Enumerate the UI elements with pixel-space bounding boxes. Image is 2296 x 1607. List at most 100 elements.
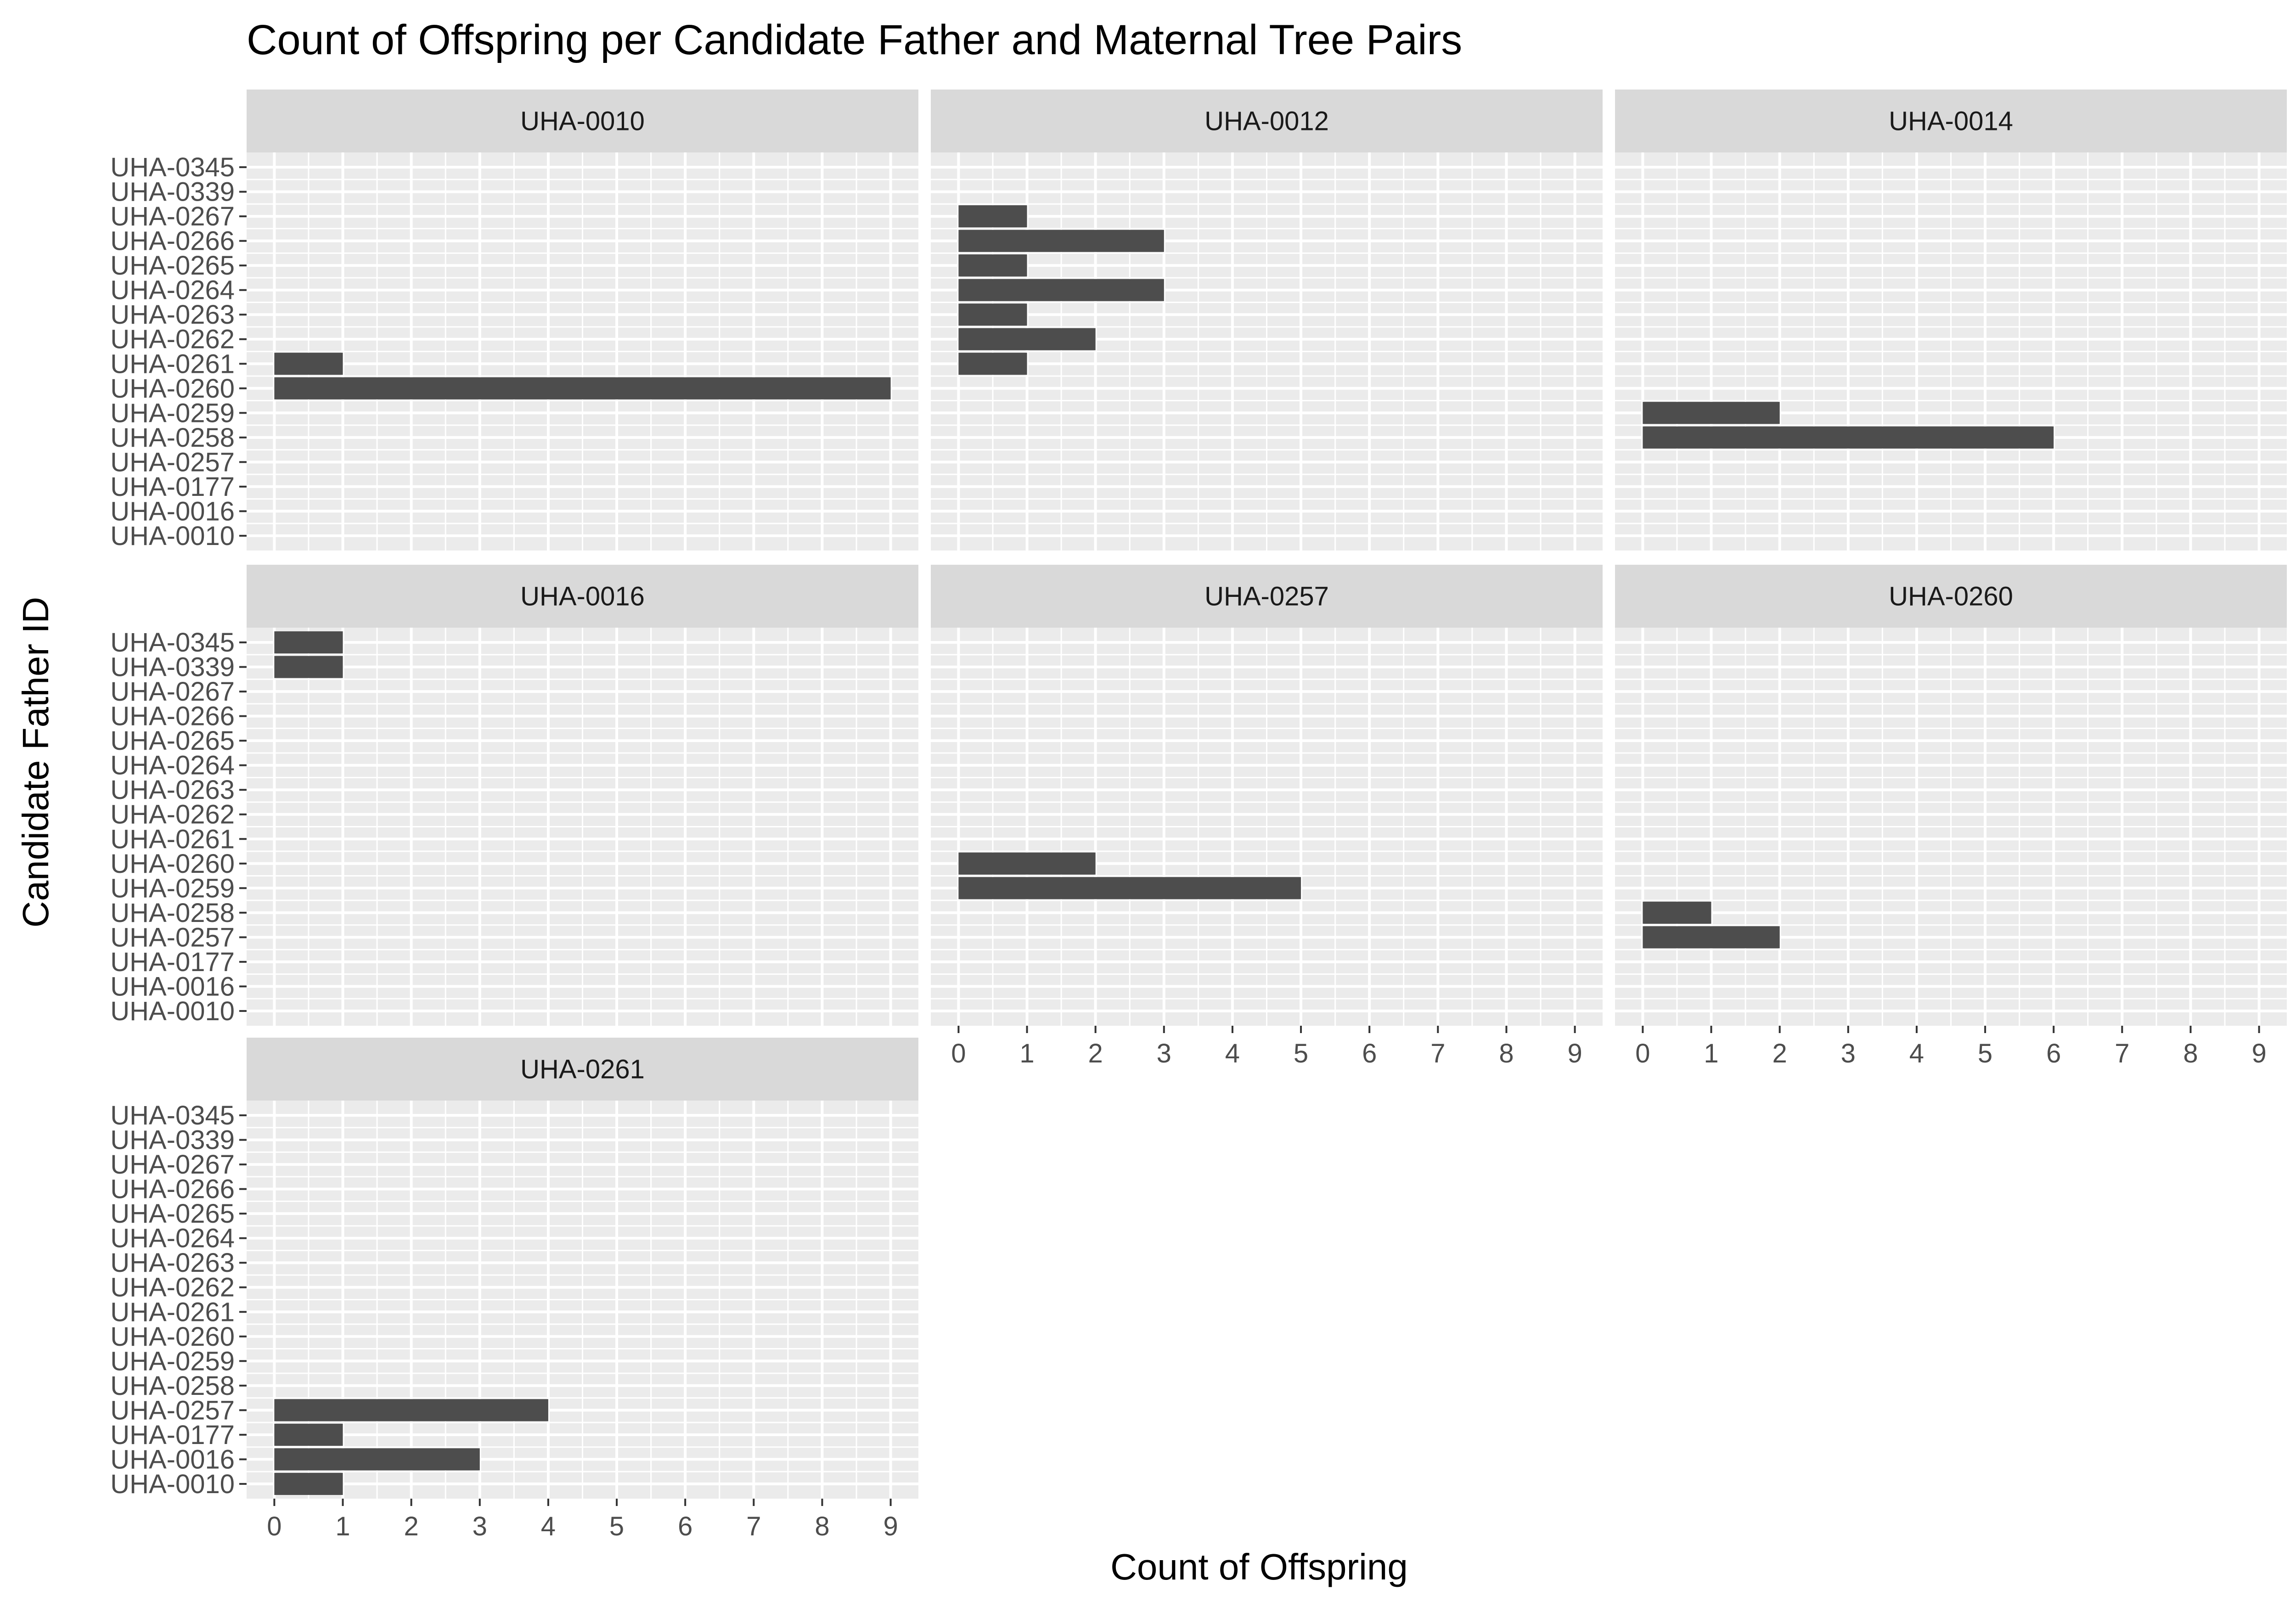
facet-panel: UHA-0261 UHA-0010UHA-0016UHA-0177UHA-0257… xyxy=(110,1038,918,1541)
y-tick-label: UHA-0257 xyxy=(110,1395,235,1425)
y-tick-label: UHA-0010 xyxy=(110,996,235,1026)
y-tick-label: UHA-0259 xyxy=(110,1346,235,1376)
x-tick-label: 3 xyxy=(1157,1039,1171,1068)
x-tick-label: 5 xyxy=(1294,1039,1308,1068)
bar xyxy=(274,377,891,399)
bar xyxy=(274,353,343,375)
bar xyxy=(274,1423,343,1446)
x-tick-label: 8 xyxy=(1499,1039,1514,1068)
y-tick-label: UHA-0345 xyxy=(110,628,235,657)
facet-panel: UHA-0260 0 1 2 3 4 5 6 7 8 9 xyxy=(1615,565,2287,1068)
x-tick-label: 4 xyxy=(1225,1039,1240,1068)
y-tick-label: UHA-0263 xyxy=(110,300,235,330)
x-tick-label: 0 xyxy=(951,1039,966,1068)
y-tick-label: UHA-0262 xyxy=(110,800,235,830)
facet-strip xyxy=(1615,565,2287,628)
y-tick-label: UHA-0257 xyxy=(110,447,235,477)
facet-strip xyxy=(931,565,1603,628)
bar xyxy=(958,303,1027,326)
facet-panel: UHA-0010UHA-0010UHA-0016UHA-0177UHA-0257… xyxy=(110,90,918,551)
y-tick-label: UHA-0260 xyxy=(110,1322,235,1352)
y-tick-label: UHA-0263 xyxy=(110,775,235,805)
facet-strip-label: UHA-0261 xyxy=(520,1055,645,1084)
bar xyxy=(958,852,1096,875)
bar xyxy=(1643,901,1711,924)
bar xyxy=(958,877,1301,899)
facet-strip xyxy=(247,90,918,152)
x-tick-label: 8 xyxy=(2183,1039,2198,1068)
bar xyxy=(274,1472,343,1495)
y-tick-label: UHA-0257 xyxy=(110,922,235,952)
bar xyxy=(958,205,1027,228)
y-tick-label: UHA-0263 xyxy=(110,1248,235,1278)
x-tick-label: 2 xyxy=(1088,1039,1103,1068)
y-tick-label: UHA-0339 xyxy=(110,1125,235,1155)
x-tick-label: 8 xyxy=(815,1511,829,1541)
x-tick-label: 0 xyxy=(1635,1039,1650,1068)
y-tick-label: UHA-0266 xyxy=(110,226,235,256)
facet-strip-label: UHA-0014 xyxy=(1889,107,2013,136)
x-tick-label: 7 xyxy=(2115,1039,2129,1068)
x-tick-label: 1 xyxy=(335,1511,350,1541)
x-tick-label: 3 xyxy=(1841,1039,1856,1068)
x-tick-label: 2 xyxy=(404,1511,419,1541)
y-tick-label: UHA-0339 xyxy=(110,177,235,207)
y-tick-label: UHA-0259 xyxy=(110,873,235,903)
x-tick-label: 0 xyxy=(267,1511,281,1541)
x-tick-label: 1 xyxy=(1019,1039,1034,1068)
x-tick-label: 9 xyxy=(2251,1039,2266,1068)
y-tick-label: UHA-0264 xyxy=(110,751,235,781)
y-tick-label: UHA-0266 xyxy=(110,702,235,731)
x-tick-label: 5 xyxy=(609,1511,624,1541)
facet-panel: UHA-0257 0 1 2 3 4 5 6 7 8 9 xyxy=(931,565,1603,1068)
y-tick-label: UHA-0262 xyxy=(110,325,235,354)
y-tick-label: UHA-0016 xyxy=(110,496,235,526)
y-tick-label: UHA-0267 xyxy=(110,677,235,707)
chart-title: Count of Offspring per Candidate Father … xyxy=(247,17,1462,63)
bar xyxy=(274,631,343,654)
x-tick-label: 9 xyxy=(883,1511,898,1541)
bar xyxy=(958,328,1096,350)
y-tick-label: UHA-0339 xyxy=(110,652,235,682)
x-tick-label: 4 xyxy=(541,1511,556,1541)
x-tick-label: 5 xyxy=(1978,1039,1992,1068)
y-tick-label: UHA-0016 xyxy=(110,1444,235,1474)
bar xyxy=(958,254,1027,277)
y-tick-label: UHA-0177 xyxy=(110,1420,235,1450)
y-tick-label: UHA-0261 xyxy=(110,1297,235,1327)
facet-strip-label: UHA-0016 xyxy=(520,582,645,612)
bar xyxy=(1643,426,2054,449)
x-tick-label: 6 xyxy=(678,1511,692,1541)
y-tick-label: UHA-0267 xyxy=(110,1150,235,1180)
y-tick-label: UHA-0265 xyxy=(110,1199,235,1229)
y-tick-label: UHA-0265 xyxy=(110,726,235,756)
facet-strip xyxy=(247,1038,918,1101)
y-tick-label: UHA-0261 xyxy=(110,824,235,854)
bar xyxy=(274,1399,548,1422)
y-tick-label: UHA-0262 xyxy=(110,1273,235,1303)
bar xyxy=(958,230,1164,252)
facet-panel: UHA-0016UHA-0010UHA-0016UHA-0177UHA-0257… xyxy=(110,565,918,1026)
facet-panels: UHA-0010UHA-0010UHA-0016UHA-0177UHA-0257… xyxy=(110,90,2287,1541)
x-axis-title: Count of Offspring xyxy=(1110,1546,1408,1587)
y-tick-label: UHA-0010 xyxy=(110,1469,235,1499)
y-tick-label: UHA-0264 xyxy=(110,275,235,305)
y-tick-label: UHA-0264 xyxy=(110,1224,235,1253)
x-tick-label: 3 xyxy=(473,1511,487,1541)
x-tick-label: 1 xyxy=(1704,1039,1718,1068)
y-tick-label: UHA-0177 xyxy=(110,472,235,502)
y-tick-label: UHA-0259 xyxy=(110,398,235,428)
x-tick-label: 6 xyxy=(1362,1039,1377,1068)
facet-strip-label: UHA-0010 xyxy=(520,107,645,136)
facet-strip-label: UHA-0260 xyxy=(1889,582,2013,612)
facet-strip xyxy=(931,90,1603,152)
y-tick-label: UHA-0266 xyxy=(110,1174,235,1204)
facet-panel: UHA-0012 xyxy=(931,90,1603,551)
facet-panel: UHA-0014 xyxy=(1615,90,2287,551)
y-tick-label: UHA-0010 xyxy=(110,521,235,551)
y-tick-label: UHA-0260 xyxy=(110,374,235,404)
bar xyxy=(1643,926,1780,949)
y-tick-label: UHA-0261 xyxy=(110,349,235,379)
x-tick-label: 2 xyxy=(1773,1039,1787,1068)
bar xyxy=(1643,402,1780,424)
